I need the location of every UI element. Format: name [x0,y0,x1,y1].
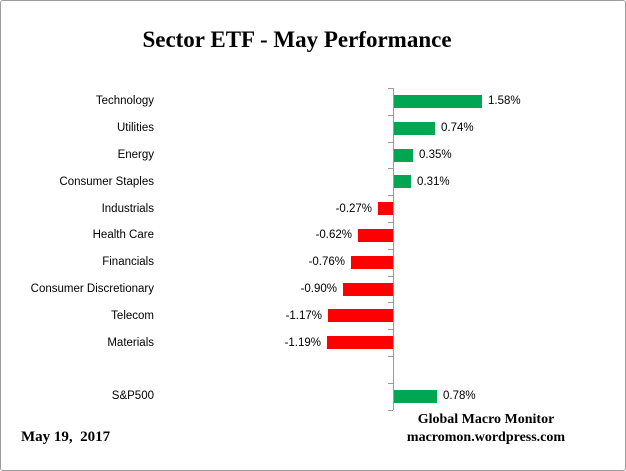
positive-bar [394,95,482,108]
negative-bar [351,256,393,269]
category-label: Utilities [116,122,154,134]
category-label: Consumer Discretionary [30,283,154,295]
value-label: -0.62% [315,229,352,241]
value-label: 0.74% [441,122,474,134]
category-label: Energy [117,149,154,161]
chart-title: Sector ETF - May Performance [142,27,452,52]
category-label: Health Care [92,229,154,241]
axis-tick-mark [388,249,393,250]
value-label: -0.27% [335,203,372,215]
axis-tick-mark [388,276,393,277]
axis-tick-mark [388,195,393,196]
positive-bar [394,149,413,162]
axis-tick-mark [388,168,393,169]
date-note: May 19, 2017 [21,429,111,445]
negative-bar [327,336,393,349]
value-label: 1.58% [488,95,521,107]
positive-bar [394,390,437,403]
value-label: -0.90% [300,283,337,295]
axis-tick-mark [388,383,393,384]
value-label: 0.31% [417,176,450,188]
category-label: Financials [102,256,154,268]
axis-tick-mark [388,356,393,357]
value-label: 0.35% [419,149,452,161]
axis-tick-mark [388,222,393,223]
positive-bar [394,175,411,188]
axis-tick-mark [388,88,393,89]
axis-tick-mark [388,115,393,116]
negative-bar [378,202,393,215]
value-label: 0.78% [443,390,476,402]
source-line-1: Global Macro Monitor [417,412,555,427]
category-axis-line [393,88,394,410]
axis-tick-mark [388,410,393,411]
category-label: Technology [95,95,154,107]
negative-bar [343,283,393,296]
axis-tick-mark [388,329,393,330]
category-label: Telecom [111,310,154,322]
axis-tick-mark [388,142,393,143]
value-label: -1.17% [285,310,322,322]
source-attribution: Global Macro Monitor macromon.wordpress.… [379,411,593,447]
category-label: Materials [107,337,154,349]
category-label: Industrials [101,203,154,215]
source-line-2: macromon.wordpress.com [406,430,566,445]
value-label: -0.76% [308,256,345,268]
category-label: Consumer Staples [59,176,154,188]
positive-bar [394,122,435,135]
negative-bar [358,229,393,242]
axis-tick-mark [388,302,393,303]
value-label: -1.19% [284,337,321,349]
category-label: S&P500 [111,390,154,402]
negative-bar [328,309,393,322]
